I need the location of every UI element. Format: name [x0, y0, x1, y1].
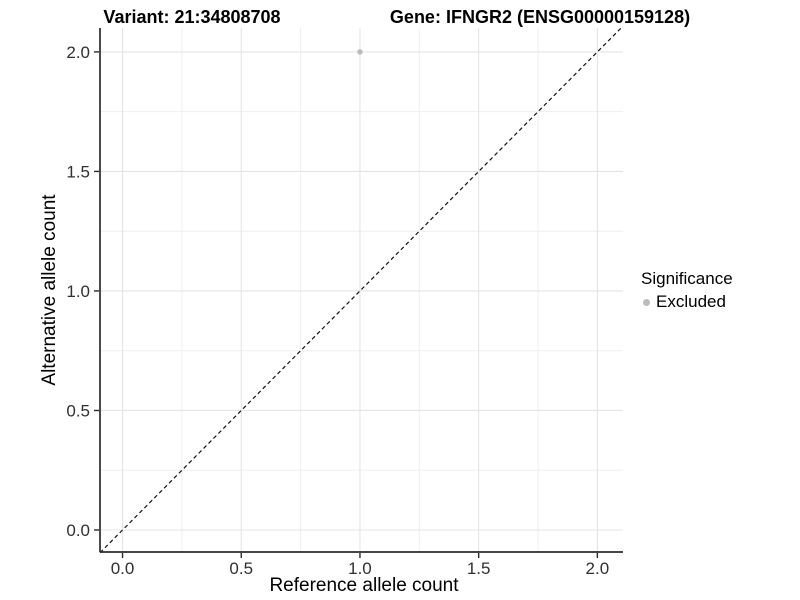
legend-title: Significance: [641, 269, 733, 288]
legend: Significance Excluded: [641, 269, 733, 312]
x-tick-label: 0.5: [229, 559, 253, 578]
data-point-excluded: [357, 49, 363, 55]
identity-line: [99, 27, 623, 554]
plot-title-variant: Variant: 21:34808708: [103, 7, 281, 27]
y-tick-label: 0.0: [66, 521, 90, 540]
x-tick-label: 0.0: [111, 559, 135, 578]
x-tick-label: 1.5: [467, 559, 491, 578]
legend-entry-excluded: Excluded: [641, 292, 733, 312]
legend-entry-label: Excluded: [656, 292, 726, 311]
x-tick-label: 1.0: [348, 559, 372, 578]
y-axis-title: Alternative allele count: [39, 194, 60, 386]
y-tick-label: 1.0: [66, 282, 90, 301]
plot-title-gene: Gene: IFNGR2 (ENSG00000159128): [389, 7, 691, 27]
legend-marker-circle-icon: [643, 299, 650, 306]
x-tick-label: 2.0: [586, 559, 610, 578]
y-tick-label: 1.5: [66, 162, 90, 181]
y-tick-label: 0.5: [66, 401, 90, 420]
x-axis-title: Reference allele count: [269, 575, 459, 596]
y-tick-label: 2.0: [66, 43, 90, 62]
